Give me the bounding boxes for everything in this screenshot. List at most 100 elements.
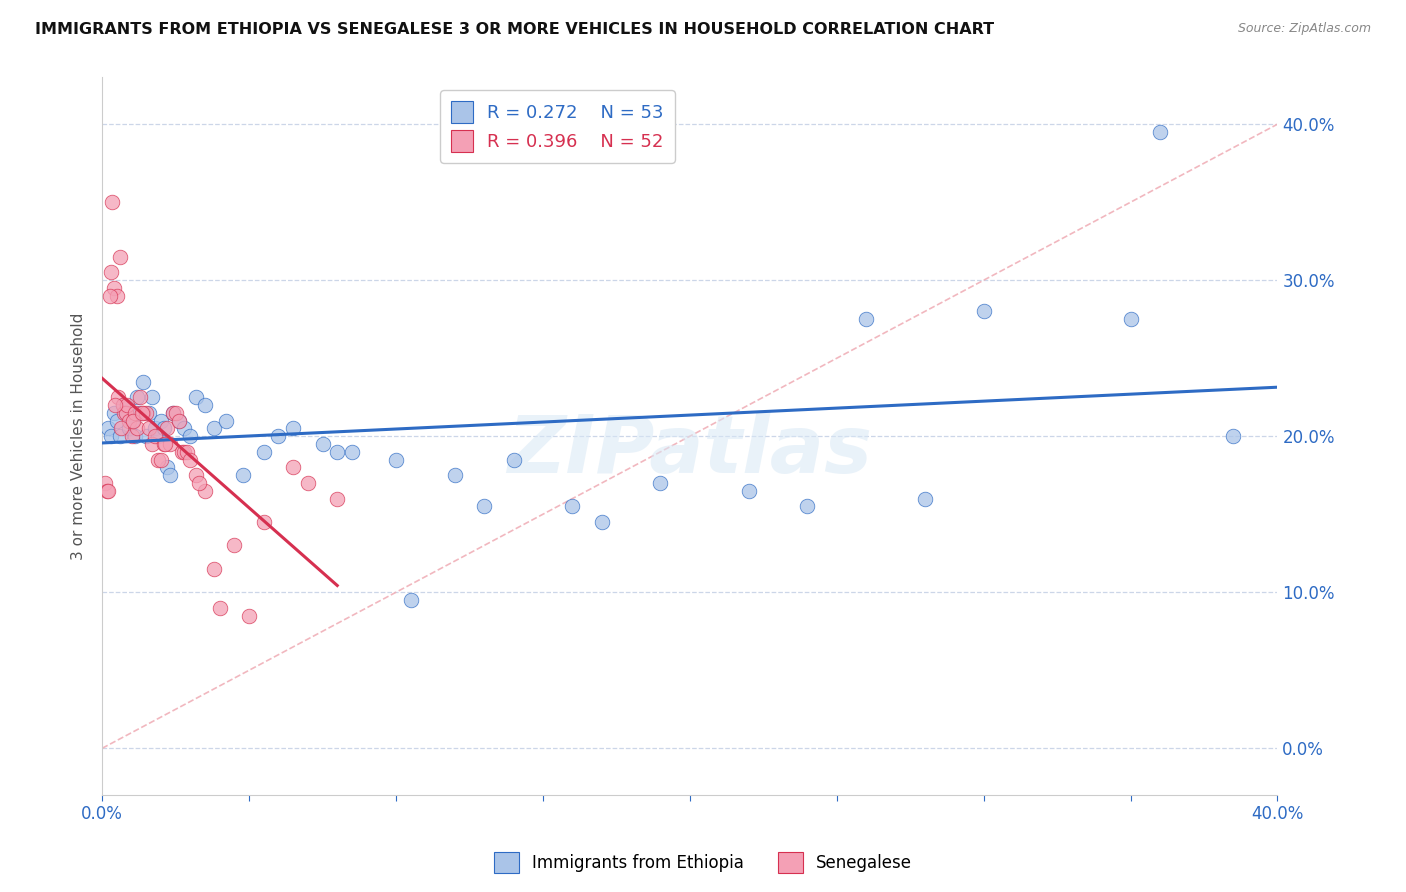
Point — [472, 500, 495, 514]
Point — [591, 515, 613, 529]
Text: IMMIGRANTS FROM ETHIOPIA VS SENEGALESE 3 OR MORE VEHICLES IN HOUSEHOLD CORRELATI: IMMIGRANTS FROM ETHIOPIA VS SENEGALESE 3… — [35, 22, 994, 37]
Point — [143, 429, 166, 443]
Point — [101, 195, 124, 210]
Point — [138, 421, 160, 435]
Point — [103, 281, 125, 295]
Point — [153, 437, 176, 451]
Point — [253, 445, 276, 459]
Point — [132, 375, 155, 389]
Point — [149, 452, 172, 467]
Point — [179, 429, 201, 443]
Point — [141, 390, 163, 404]
Legend: R = 0.272    N = 53, R = 0.396    N = 52: R = 0.272 N = 53, R = 0.396 N = 52 — [440, 90, 675, 163]
Point — [149, 414, 172, 428]
Point — [111, 398, 134, 412]
Point — [107, 390, 129, 404]
Point — [253, 515, 276, 529]
Point — [118, 414, 141, 428]
Point — [127, 421, 149, 435]
Point — [112, 406, 135, 420]
Point — [561, 500, 583, 514]
Point — [238, 608, 260, 623]
Point — [103, 406, 125, 420]
Point — [105, 289, 128, 303]
Point — [104, 398, 127, 412]
Point — [311, 437, 333, 451]
Text: Source: ZipAtlas.com: Source: ZipAtlas.com — [1237, 22, 1371, 36]
Point — [141, 437, 163, 451]
Point — [97, 421, 120, 435]
Point — [202, 421, 225, 435]
Point — [162, 406, 184, 420]
Point — [796, 500, 818, 514]
Point — [100, 265, 122, 279]
Point — [118, 421, 141, 435]
Point — [162, 406, 184, 420]
Point — [121, 414, 143, 428]
Point — [131, 406, 153, 420]
Point — [650, 476, 672, 491]
Point — [153, 421, 176, 435]
Point — [110, 421, 132, 435]
Point — [340, 445, 363, 459]
Point — [443, 468, 465, 483]
Point — [97, 483, 120, 498]
Point — [186, 390, 208, 404]
Point — [232, 468, 254, 483]
Point — [105, 414, 128, 428]
Point — [385, 452, 408, 467]
Point — [122, 414, 145, 428]
Point — [146, 452, 169, 467]
Point — [855, 312, 877, 326]
Point — [179, 452, 201, 467]
Point — [159, 437, 181, 451]
Point — [399, 593, 422, 607]
Point — [115, 398, 138, 412]
Point — [132, 406, 155, 420]
Point — [111, 398, 134, 412]
Point — [267, 429, 290, 443]
Point — [108, 429, 131, 443]
Point — [188, 476, 211, 491]
Point — [326, 491, 349, 506]
Point — [129, 390, 152, 404]
Point — [127, 390, 149, 404]
Point — [146, 429, 169, 443]
Point — [165, 406, 187, 420]
Point — [1222, 429, 1244, 443]
Point — [114, 406, 136, 420]
Point — [167, 414, 190, 428]
Point — [129, 406, 152, 420]
Point — [155, 437, 177, 451]
Point — [224, 538, 246, 552]
Point — [502, 452, 524, 467]
Point — [143, 421, 166, 435]
Point — [167, 414, 190, 428]
Point — [100, 429, 122, 443]
Point — [114, 406, 136, 420]
Point — [135, 429, 157, 443]
Point — [156, 460, 179, 475]
Point — [297, 476, 319, 491]
Point — [914, 491, 936, 506]
Point — [138, 406, 160, 420]
Point — [283, 421, 305, 435]
Point — [94, 476, 117, 491]
Point — [283, 460, 305, 475]
Point — [173, 421, 195, 435]
Point — [124, 429, 146, 443]
Legend: Immigrants from Ethiopia, Senegalese: Immigrants from Ethiopia, Senegalese — [488, 846, 918, 880]
Point — [326, 445, 349, 459]
Point — [170, 445, 193, 459]
Y-axis label: 3 or more Vehicles in Household: 3 or more Vehicles in Household — [72, 312, 86, 560]
Point — [194, 483, 217, 498]
Point — [176, 445, 198, 459]
Point — [208, 600, 231, 615]
Text: ZIPatlas: ZIPatlas — [508, 411, 872, 490]
Point — [173, 445, 195, 459]
Point — [202, 562, 225, 576]
Point — [124, 406, 146, 420]
Point — [186, 468, 208, 483]
Point — [194, 398, 217, 412]
Point — [973, 304, 995, 318]
